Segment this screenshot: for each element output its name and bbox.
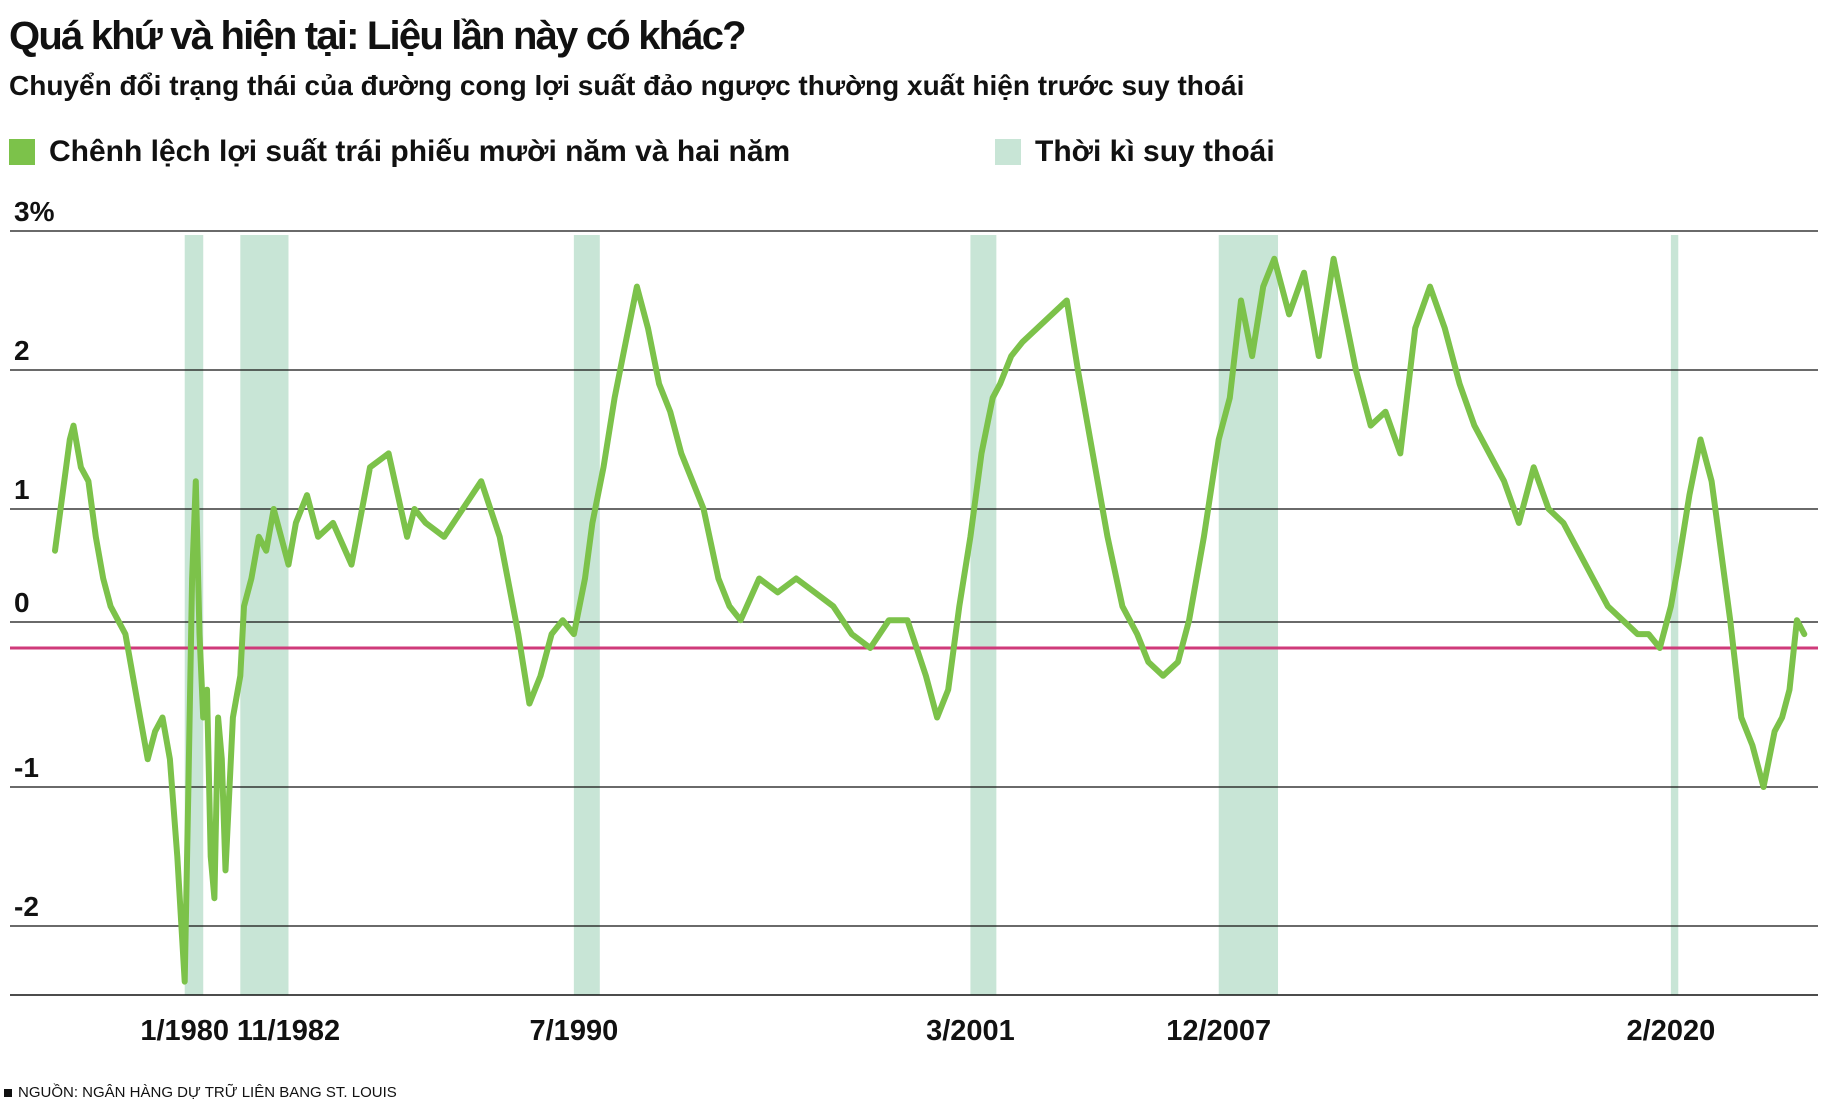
recession-band-1 [240,235,289,995]
source-bullet-icon [4,1089,12,1098]
y-axis-ticks: 3% 2 1 0 -1 -2 [14,196,55,922]
chart-subtitle: Chuyển đổi trạng thái của đường cong lợi… [9,70,1245,101]
legend-swatch-spread [9,139,35,165]
y-tick-label-4: -1 [14,752,39,783]
y-tick-label-0: 3% [14,196,55,227]
legend-label-spread: Chênh lệch lợi suất trái phiếu mười năm … [49,135,791,168]
y-tick-label-2: 1 [14,474,30,505]
source-note: NGUỒN: NGÂN HÀNG DỰ TRỮ LIÊN BANG ST. LO… [4,1084,397,1101]
legend-swatch-recession [995,139,1021,165]
legend-item-spread: Chênh lệch lợi suất trái phiếu mười năm … [9,134,790,170]
legend-label-recession: Thời kì suy thoái [1035,135,1275,168]
y-tick-label-5: -2 [14,891,39,922]
x-axis-ticks: 1/1980 11/1982 7/1990 3/2001 12/2007 2/2020 [140,1015,1715,1047]
x-tick-label-1: 11/1982 [237,1015,340,1047]
x-tick-label-4: 12/2007 [1166,1015,1271,1047]
x-tick-label-3: 3/2001 [926,1015,1015,1047]
y-tick-label-3: 0 [14,587,30,618]
recession-band-5 [1670,235,1679,995]
series-line-yield-spread [52,255,1808,985]
recession-band-4 [1218,235,1279,995]
x-tick-label-2: 7/1990 [530,1015,619,1047]
x-tick-label-0: 1/1980 [140,1015,229,1047]
y-tick-label-1: 2 [14,335,30,366]
recession-band-3 [970,235,997,995]
legend-item-recession: Thời kì suy thoái [995,134,1275,170]
source-text: NGUỒN: NGÂN HÀNG DỰ TRỮ LIÊN BANG ST. LO… [18,1084,397,1101]
recession-bands [184,235,1679,995]
x-tick-label-5: 2/2020 [1627,1015,1716,1047]
chart-title: Quá khứ và hiện tại: Liệu lần này có khá… [9,14,747,58]
